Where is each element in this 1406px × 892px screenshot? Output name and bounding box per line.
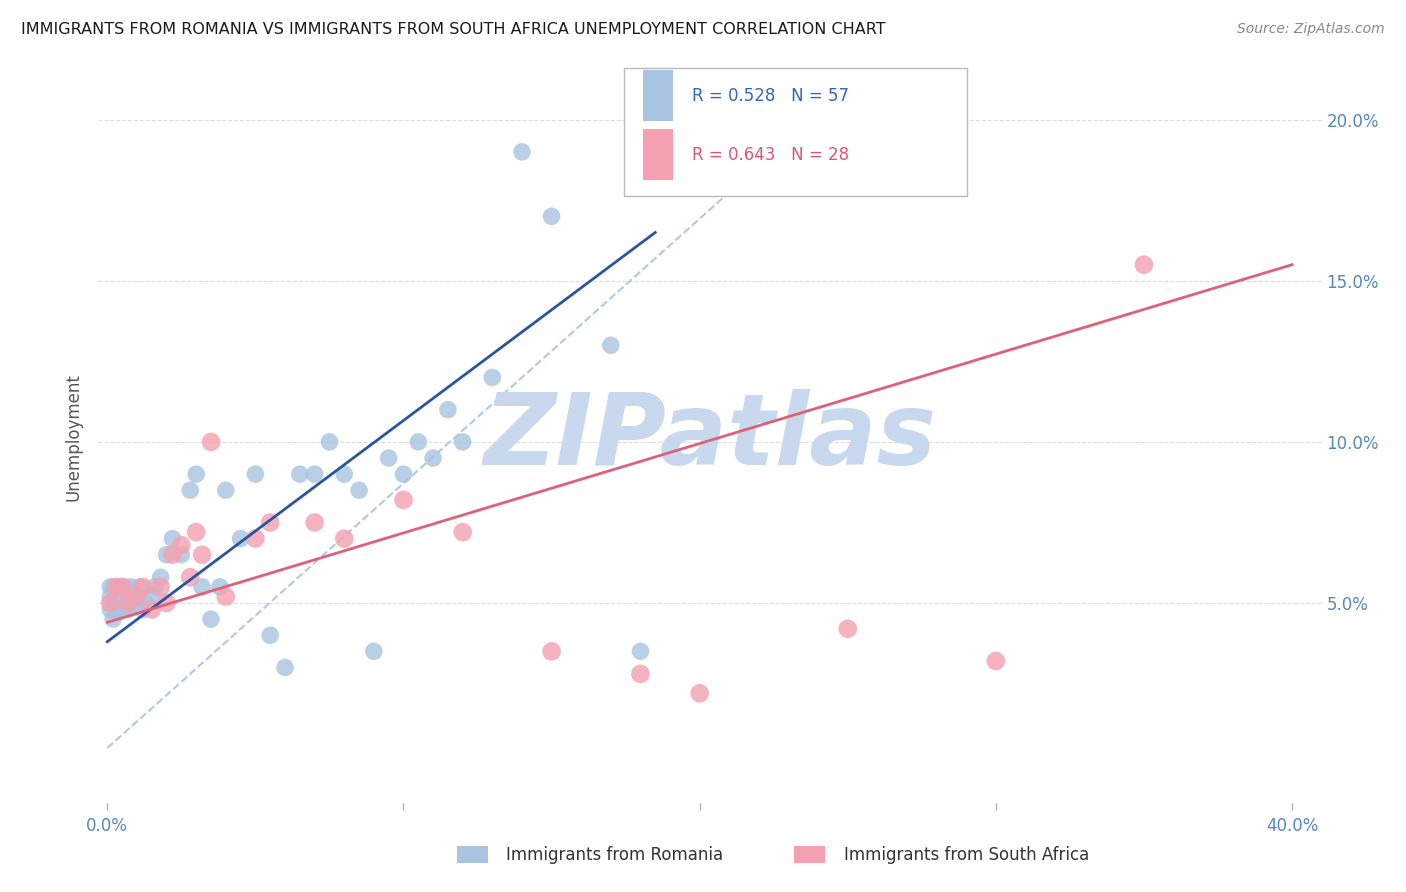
Point [122,596,145,610]
Point [689,112,711,127]
Point [108,596,131,610]
Point [111,580,134,594]
Point [114,580,136,594]
Point [451,525,474,540]
Point [149,580,172,594]
Point [363,644,385,658]
Point [105,602,128,616]
Point [288,467,311,482]
Point [628,667,651,681]
Point [103,580,125,594]
Point [179,483,201,498]
Point [132,580,155,594]
Point [186,525,208,540]
Point [599,338,621,352]
Point [170,538,193,552]
Point [111,602,134,616]
Point [98,602,121,616]
Point [103,596,125,610]
Point [245,532,267,546]
Bar [643,129,673,180]
Text: ZIPatlas: ZIPatlas [484,389,936,485]
Point [984,654,1007,668]
FancyBboxPatch shape [624,68,967,195]
Point [105,586,128,600]
Point [155,548,177,562]
Point [117,602,139,616]
Point [628,644,651,658]
Point [155,596,177,610]
Bar [643,70,673,121]
Point [1133,258,1156,272]
Point [392,467,415,482]
Point [170,548,193,562]
Point [141,602,163,616]
Point [132,602,155,616]
Point [540,644,562,658]
Point [422,450,444,465]
Text: IMMIGRANTS FROM ROMANIA VS IMMIGRANTS FROM SOUTH AFRICA UNEMPLOYMENT CORRELATION: IMMIGRANTS FROM ROMANIA VS IMMIGRANTS FR… [21,22,886,37]
Point [114,596,136,610]
Point [162,532,184,546]
Point [304,467,326,482]
Point [245,467,267,482]
Point [120,580,142,594]
Point [186,467,208,482]
Point [437,402,460,417]
Point [200,434,222,449]
Point [125,590,148,604]
Point [451,434,474,449]
Point [333,532,356,546]
Text: R = 0.643   N = 28: R = 0.643 N = 28 [692,145,849,164]
Point [143,580,166,594]
Point [229,532,252,546]
Point [208,580,231,594]
Point [392,492,415,507]
Text: R = 0.528   N = 57: R = 0.528 N = 57 [692,87,849,105]
Point [689,686,711,700]
Point [105,580,128,594]
Point [347,483,370,498]
Text: Source: ZipAtlas.com: Source: ZipAtlas.com [1237,22,1385,37]
Point [540,210,562,224]
Point [117,596,139,610]
Point [318,434,340,449]
Point [304,516,326,530]
Point [259,516,281,530]
Y-axis label: Unemployment: Unemployment [65,373,83,501]
Point [135,596,157,610]
Point [408,434,430,449]
Point [128,580,150,594]
Point [274,660,297,674]
Point [510,145,533,159]
Point [191,580,214,594]
Point [98,580,121,594]
Point [98,596,121,610]
Point [259,628,281,642]
Point [149,570,172,584]
Point [120,596,142,610]
Point [108,580,131,594]
Point [141,590,163,604]
Point [837,622,859,636]
Point [191,548,214,562]
Text: Immigrants from Romania: Immigrants from Romania [506,846,723,863]
Point [481,370,503,384]
Point [111,590,134,604]
Point [179,570,201,584]
Text: Immigrants from South Africa: Immigrants from South Africa [844,846,1088,863]
Point [117,590,139,604]
Point [377,450,399,465]
Point [162,548,184,562]
Point [125,590,148,604]
Point [333,467,356,482]
Point [215,590,238,604]
Point [98,590,121,604]
Point [200,612,222,626]
Point [103,612,125,626]
Point [215,483,238,498]
